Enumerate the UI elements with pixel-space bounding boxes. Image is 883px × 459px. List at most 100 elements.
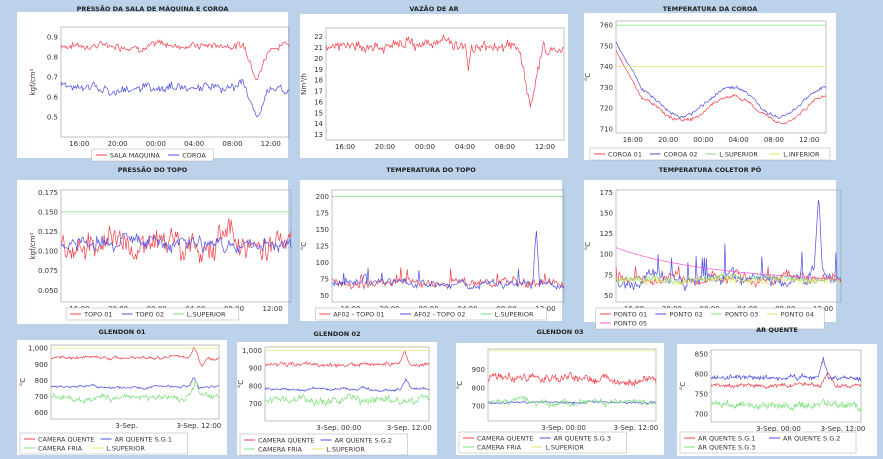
legend-label: L.SUPERIOR bbox=[106, 445, 145, 453]
y-tick-label: 740 bbox=[600, 63, 613, 71]
legend-box bbox=[458, 431, 627, 454]
y-tick-label: 1,000 bbox=[242, 347, 262, 355]
x-tick-label: 12:00 bbox=[535, 143, 555, 151]
y-tick-label: 850 bbox=[695, 351, 708, 359]
y-tick-label: 0.075 bbox=[38, 267, 58, 275]
x-tick-label: 16:00 bbox=[69, 140, 89, 148]
plot-area bbox=[487, 348, 657, 422]
y-tick-label: 800 bbox=[472, 384, 485, 392]
y-tick-label: 0.5 bbox=[47, 114, 58, 122]
x-tick-label: 08:00 bbox=[222, 140, 242, 148]
chart-svg: 1,000 900 800 700 °C 3-Sep. 00:00 3-Sep. 12:00… bbox=[237, 346, 432, 456]
y-tick-label: 900 bbox=[35, 361, 48, 369]
chart-panel: 1,000 900 800 700 600 °C 3-Sep. 3-Sep. 12:00 CAM… bbox=[17, 340, 227, 455]
y-tick-label: 0.150 bbox=[38, 208, 58, 216]
y-tick-label: 1,000 bbox=[28, 345, 48, 353]
series-line-flow bbox=[325, 34, 565, 108]
y-tick-label: 900 bbox=[472, 366, 485, 374]
series-line-coroa bbox=[60, 78, 290, 118]
x-tick-label: 20:00 bbox=[658, 136, 678, 144]
chart-title: AR QUENTE bbox=[756, 326, 798, 334]
legend: PONTO 01 PONTO 02 PONTO 03 PONTO 04 PONTO 05 bbox=[595, 307, 825, 330]
legend-label: PONTO 01 bbox=[614, 311, 647, 319]
legend-label: SALA MAQUINA bbox=[110, 152, 161, 160]
chart-svg: 0.9 0.8 0.7 0.6 0.5 kgf/cm² 16:00 20:00 00:00 04:… bbox=[29, 26, 290, 162]
y-axis-label: °C bbox=[456, 381, 464, 390]
legend-label: AF02 - TOPO 01 bbox=[333, 311, 384, 319]
y-tick-label: 800 bbox=[695, 371, 708, 379]
legend-label: AR QUENTE S.G.1 bbox=[115, 436, 172, 444]
legend-label: L.SUPERIOR bbox=[495, 311, 534, 319]
chart-panel: 1751501251007550°C16:0020:0000:0004:0008… bbox=[584, 180, 842, 330]
legend: AR QUENTE S.G.1 AR QUENTE S.G.2 AR QUENTE … bbox=[679, 431, 857, 454]
legend-label: PONTO 03 bbox=[725, 311, 758, 319]
y-tick-label: 150 bbox=[316, 226, 329, 234]
series-line-ponto-05 bbox=[615, 247, 842, 280]
series-line-topo-02 bbox=[60, 232, 292, 254]
y-tick-label: 0.8 bbox=[47, 54, 58, 62]
legend-label: CAMERA FRIA bbox=[258, 446, 303, 454]
chart-panel: 22 21 20 19 18 17 16 15 14 13 Nm³/h 16:00 20:00 00:00… bbox=[300, 14, 568, 158]
y-tick-label: 125 bbox=[316, 243, 329, 251]
chart-title: TEMPERATURA DO TOPO bbox=[386, 166, 476, 174]
series-line-af02-topo-01 bbox=[331, 267, 565, 290]
legend-label: TOPO 01 bbox=[83, 311, 112, 319]
y-tick-label: 75 bbox=[320, 275, 329, 283]
chart-svg: 22 21 20 19 18 17 16 15 14 13 Nm³/h 16:00 20:00 00:00… bbox=[300, 27, 565, 151]
y-tick-label: 100 bbox=[600, 251, 613, 259]
y-axis-label: °C bbox=[300, 242, 308, 251]
y-tick-label: 750 bbox=[695, 391, 708, 399]
x-tick-label: 3-Sep. 00:00 bbox=[316, 424, 361, 432]
legend-label: COROA 02 bbox=[664, 151, 698, 159]
x-tick-label: 20:00 bbox=[107, 140, 127, 148]
legend-label: L.SUPERIOR bbox=[187, 311, 226, 319]
series-line-camera-quente bbox=[50, 346, 220, 367]
series-line-topo-01 bbox=[60, 218, 292, 264]
legend-label: AR QUENTE S.G.2 bbox=[335, 437, 392, 445]
y-tick-label: 800 bbox=[249, 382, 262, 390]
legend: TOPO 01 TOPO 02 L.SUPERIOR bbox=[65, 307, 240, 321]
y-tick-label: 175 bbox=[600, 189, 613, 197]
series-line-coroa-01 bbox=[615, 49, 827, 125]
x-tick-label: 3-Sep. bbox=[115, 422, 137, 430]
y-tick-label: 100 bbox=[316, 259, 329, 267]
y-tick-label: 17 bbox=[314, 88, 323, 96]
legend-label: AR QUENTE S.G.1 bbox=[698, 435, 755, 443]
x-tick-label: 3-Sep. 00:00 bbox=[541, 424, 586, 432]
y-tick-label: 0.9 bbox=[47, 34, 58, 42]
series-line-camera-fria bbox=[50, 379, 220, 405]
legend-label: CAMERA FRIA bbox=[38, 445, 83, 453]
legend: SALA MAQUINA COROA bbox=[91, 148, 214, 162]
x-tick-label: 16:00 bbox=[623, 136, 643, 144]
y-tick-label: 50 bbox=[320, 292, 329, 300]
y-tick-label: 800 bbox=[35, 377, 48, 385]
plot-area bbox=[264, 346, 430, 422]
y-tick-label: 200 bbox=[316, 193, 329, 201]
legend-box bbox=[91, 148, 214, 162]
x-tick-label: 08:00 bbox=[764, 136, 784, 144]
y-tick-label: 760 bbox=[600, 22, 613, 30]
legend-label: AR QUENTE S.G.3 bbox=[698, 444, 755, 452]
x-tick-label: 3-Sep. 12:00 bbox=[387, 424, 432, 432]
y-axis-label: kgf/cm² bbox=[29, 232, 37, 259]
legend-label: CAMERA QUENTE bbox=[477, 435, 533, 443]
legend: CAMERA QUENTE AR QUENTE S.G.1 CAMERA FRIA L… bbox=[19, 432, 188, 455]
series-line-ponto-04 bbox=[615, 274, 842, 286]
legend-label: L.SUPERIOR bbox=[545, 444, 584, 452]
legend-box bbox=[65, 307, 240, 321]
y-tick-label: 75 bbox=[604, 271, 613, 279]
series-line-camera-quente bbox=[264, 351, 430, 369]
x-tick-label: 16:00 bbox=[335, 143, 355, 151]
legend-label: PONTO 02 bbox=[669, 311, 702, 319]
plot-area bbox=[325, 27, 565, 141]
x-tick-label: 04:00 bbox=[184, 140, 204, 148]
y-tick-label: 125 bbox=[600, 230, 613, 238]
legend-label: CAMERA QUENTE bbox=[258, 437, 314, 445]
x-tick-label: 04:00 bbox=[455, 143, 475, 151]
chart-title: TEMPERATURA COLETOR PÓ bbox=[658, 166, 762, 174]
series-line-af02-topo-02 bbox=[331, 230, 565, 291]
y-tick-label: 600 bbox=[35, 409, 48, 417]
legend-label: CAMERA QUENTE bbox=[38, 436, 94, 444]
series-line-camera-fria bbox=[487, 395, 657, 409]
x-tick-label: 12:00 bbox=[261, 140, 281, 148]
